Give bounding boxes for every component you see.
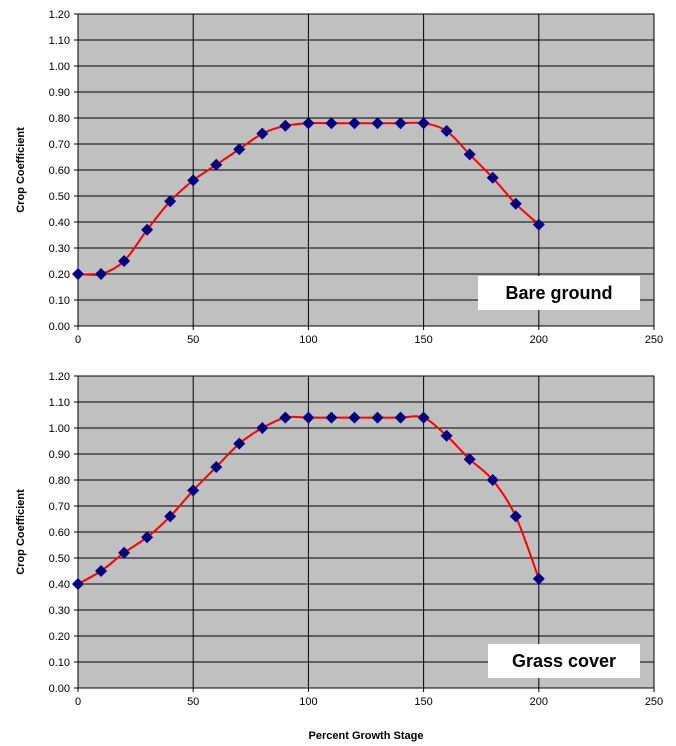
data-point-marker [95, 565, 108, 577]
data-point-marker [302, 411, 315, 424]
data-point-marker [371, 117, 384, 130]
x-tick-label: 0 [75, 696, 81, 708]
data-point-marker [325, 117, 338, 130]
y-tick-label: 1.10 [49, 35, 70, 47]
y-axis-label: Crop Coefficient [15, 127, 27, 213]
data-point-marker [348, 411, 361, 424]
y-tick-label: 1.20 [49, 371, 70, 383]
y-tick-label: 0.10 [49, 295, 70, 307]
data-point-marker [532, 572, 545, 585]
data-point-marker [118, 546, 131, 559]
y-tick-label: 0.90 [49, 87, 70, 99]
data-point-marker [532, 218, 545, 231]
y-tick-label: 0.60 [49, 165, 70, 177]
annotation-box [488, 644, 640, 678]
data-point-marker [164, 195, 177, 208]
x-tick-label: 150 [414, 334, 432, 346]
x-tick-label: 250 [645, 334, 663, 346]
data-point-marker [417, 411, 430, 424]
y-tick-label: 0.30 [49, 605, 70, 617]
data-point-marker [509, 197, 522, 210]
y-tick-label: 0.20 [49, 631, 70, 643]
data-point-marker [486, 474, 499, 486]
data-point-marker [256, 422, 269, 434]
y-tick-label: 0.40 [49, 217, 70, 229]
data-point-marker [72, 268, 84, 280]
annotation-label: Grass cover [512, 651, 616, 671]
x-axis-label: Percent Growth Stage [309, 730, 424, 742]
data-point-marker [210, 158, 223, 171]
y-tick-label: 1.20 [49, 9, 70, 21]
y-tick-label: 1.00 [49, 61, 70, 73]
data-point-marker [141, 223, 154, 236]
annotation-box [478, 276, 640, 310]
chart-panel-1: 0.00 0.10 0.20 0.30 0.40 0.50 0.60 0.70 0.80 0.90… [15, 9, 663, 346]
y-tick-label: 0.40 [49, 579, 70, 591]
data-point-marker [95, 268, 108, 280]
x-tick-label: 150 [414, 696, 432, 708]
x-tick-label: 100 [299, 334, 317, 346]
data-point-marker [233, 143, 246, 156]
y-tick-label: 0.70 [49, 139, 70, 151]
data-point-marker [187, 174, 200, 187]
data-point-marker [164, 510, 177, 523]
y-tick-label: 0.10 [49, 657, 70, 669]
data-point-marker [302, 117, 315, 130]
data-point-marker [233, 437, 246, 450]
x-tick-label: 50 [187, 334, 199, 346]
data-point-marker [72, 578, 84, 590]
data-point-marker [118, 255, 131, 267]
data-point-marker [371, 411, 384, 424]
data-point-marker [463, 148, 476, 161]
y-tick-label: 0.80 [49, 113, 70, 125]
data-point-marker [187, 484, 200, 497]
data-point-marker [325, 411, 338, 424]
data-point-marker [256, 127, 269, 140]
data-point-marker [463, 453, 476, 466]
data-point-marker [279, 411, 292, 424]
x-tick-label: 100 [299, 696, 317, 708]
data-point-marker [394, 411, 407, 424]
x-tick-label: 0 [75, 334, 81, 346]
y-tick-label: 0.60 [49, 527, 70, 539]
x-tick-label: 250 [645, 696, 663, 708]
y-tick-label: 0.30 [49, 243, 70, 255]
data-point-marker [509, 510, 522, 523]
data-point-marker [279, 119, 292, 132]
data-point-marker [141, 531, 154, 544]
data-point-marker [348, 117, 361, 130]
annotation-label: Bare ground [505, 283, 612, 303]
data-point-marker [486, 171, 499, 184]
y-tick-label: 0.20 [49, 269, 70, 281]
y-tick-label: 1.00 [49, 423, 70, 435]
x-tick-label: 200 [530, 334, 548, 346]
y-tick-label: 0.80 [49, 475, 70, 487]
data-point-marker [210, 461, 223, 473]
data-point-marker [440, 125, 453, 137]
y-tick-label: 0.50 [49, 191, 70, 203]
y-tick-label: 0.70 [49, 501, 70, 513]
y-axis-label: Crop Coefficient [15, 489, 27, 575]
y-tick-label: 0.00 [49, 321, 70, 333]
y-tick-label: 0.50 [49, 553, 70, 565]
x-tick-label: 50 [187, 696, 199, 708]
data-point-marker [417, 117, 430, 130]
y-tick-label: 0.90 [49, 449, 70, 461]
x-tick-label: 200 [530, 696, 548, 708]
chart-panel-2: 0.00 0.10 0.20 0.30 0.40 0.50 0.60 0.70 0.80 0.90… [15, 371, 663, 742]
data-point-marker [394, 117, 407, 130]
y-tick-label: 0.00 [49, 683, 70, 695]
data-point-marker [440, 429, 453, 442]
y-tick-label: 1.10 [49, 397, 70, 409]
